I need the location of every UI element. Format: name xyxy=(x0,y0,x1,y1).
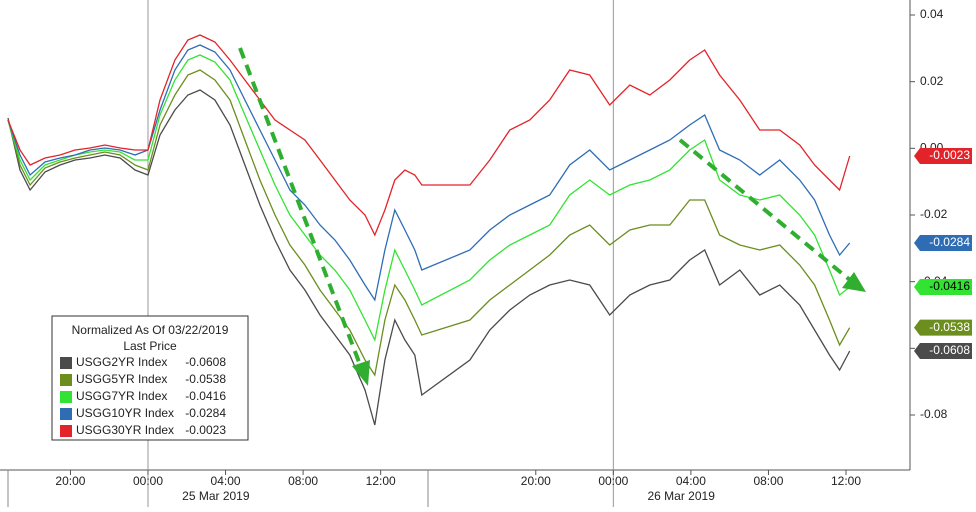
value-label-box xyxy=(914,235,972,251)
trend-arrow xyxy=(238,47,364,371)
value-label-box xyxy=(914,148,972,164)
series-line xyxy=(7,44,851,302)
y-tick-label: 0.04 xyxy=(920,7,944,21)
trend-arrow xyxy=(678,138,852,282)
arrow-head xyxy=(352,360,370,386)
y-tick-label: -0.08 xyxy=(920,407,948,421)
x-tick-label: 12:00 xyxy=(366,474,396,488)
series-line xyxy=(7,54,851,343)
series-line xyxy=(7,34,851,237)
x-tick-label: 20:00 xyxy=(55,474,85,488)
series-line xyxy=(7,89,851,426)
x-tick-label: 20:00 xyxy=(521,474,551,488)
x-tick-label: 04:00 xyxy=(676,474,706,488)
value-label: -0.0023 xyxy=(929,148,970,162)
legend-swatch xyxy=(60,374,72,386)
x-tick-label: 00:00 xyxy=(133,474,163,488)
legend-value: -0.0608 xyxy=(185,355,226,369)
legend-label: USGG30YR Index xyxy=(76,423,174,437)
y-tick-label: 0.02 xyxy=(920,74,944,88)
x-tick-label: 00:00 xyxy=(598,474,628,488)
legend-label: USGG7YR Index xyxy=(76,389,167,403)
legend-value: -0.0023 xyxy=(185,423,226,437)
legend-title: Normalized As Of 03/22/2019 xyxy=(72,323,229,337)
value-label: -0.0538 xyxy=(929,320,970,334)
y-tick-label: -0.02 xyxy=(920,207,948,221)
value-label-box xyxy=(914,343,972,359)
legend-value: -0.0416 xyxy=(185,389,226,403)
trend-arrows xyxy=(238,47,866,386)
legend-label: USGG2YR Index xyxy=(76,355,167,369)
x-tick-label: 12:00 xyxy=(831,474,861,488)
legend-value: -0.0538 xyxy=(185,372,226,386)
date-label: 25 Mar 2019 xyxy=(182,489,250,503)
legend-label: USGG5YR Index xyxy=(76,372,167,386)
legend-swatch xyxy=(60,425,72,437)
value-label: -0.0284 xyxy=(929,235,970,249)
plot-area: 20:00 00:00 04:00 08:00 12:00 20:00 00:00 04:00… xyxy=(0,0,948,507)
legend-swatch xyxy=(60,391,72,403)
arrow-head xyxy=(842,272,866,292)
legend-value: -0.0284 xyxy=(185,406,226,420)
series-line xyxy=(7,69,851,377)
value-label: -0.0608 xyxy=(929,343,970,357)
legend-label: USGG10YR Index xyxy=(76,406,174,420)
x-tick-label: 04:00 xyxy=(211,474,241,488)
x-tick-label: 08:00 xyxy=(288,474,318,488)
value-label-box xyxy=(914,319,972,336)
x-tick-label: 08:00 xyxy=(753,474,783,488)
legend-swatch xyxy=(60,408,72,420)
value-label: -0.0416 xyxy=(929,279,970,293)
legend: Normalized As Of 03/22/2019 Last Price U… xyxy=(51,315,249,441)
date-label: 26 Mar 2019 xyxy=(648,489,716,503)
value-label-box xyxy=(914,279,972,295)
legend-box xyxy=(51,315,249,441)
legend-subtitle: Last Price xyxy=(123,339,177,353)
legend-swatch xyxy=(60,357,72,369)
